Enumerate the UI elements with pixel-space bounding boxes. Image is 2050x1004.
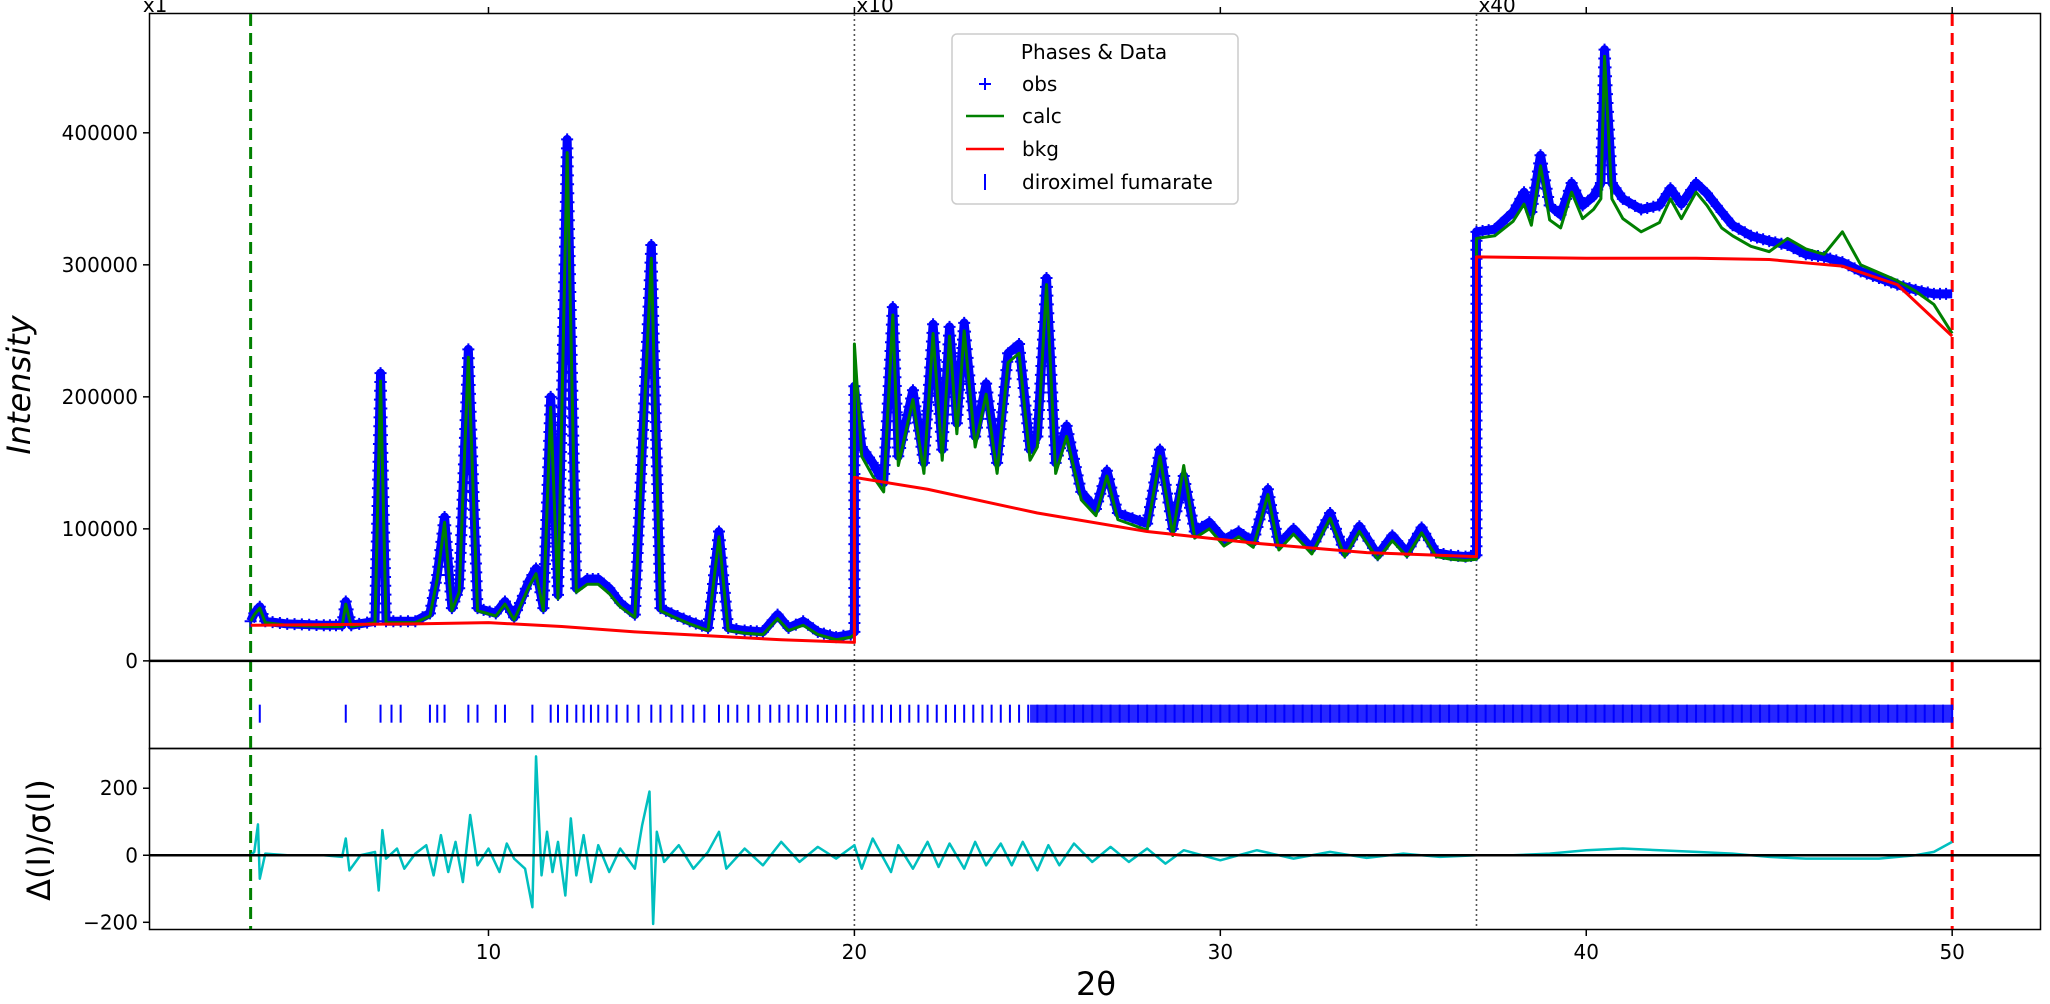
legend-box [951, 33, 1239, 205]
scale-label-x40: x40 [1478, 0, 1515, 17]
legend-title: Phases & Data [1021, 40, 1167, 64]
y-axis-label-intensity: Intensity [0, 314, 38, 454]
x-tick-label: 40 [1574, 940, 1599, 964]
reflection-tick-band [1030, 704, 1953, 723]
residual-panel-frame [148, 747, 2042, 931]
residual-y-tick-label: 0 [125, 843, 138, 867]
legend-label-bkg: bkg [1022, 137, 1059, 161]
calculated-line [249, 54, 1954, 642]
legend-entry-obs: obs [979, 72, 1057, 96]
background-line [250, 255, 1954, 644]
residual-line [249, 755, 1953, 926]
x-tick-label: 50 [1939, 940, 1964, 964]
legend-obs-marker [979, 78, 991, 90]
y-tick-label: 400000 [62, 121, 138, 145]
y-tick-label: 100000 [62, 517, 138, 541]
scale-label-x10: x10 [856, 0, 893, 17]
legend-label-phase: diroximel fumarate [1022, 170, 1213, 194]
legend: Phases & Data obs calc bkg diroximel fum… [951, 33, 1239, 205]
x-tick-label: 10 [476, 940, 501, 964]
legend-label-obs: obs [1022, 72, 1057, 96]
x-axis-label: 2θ [1076, 965, 1116, 1003]
legend-entry-bkg: bkg [966, 137, 1059, 161]
residual-y-tick-label: −200 [83, 910, 138, 934]
x-tick-label: 30 [1208, 940, 1233, 964]
legend-entry-phase: diroximel fumarate [984, 170, 1213, 194]
y-axis-label-residual: Δ(I)/σ(I) [20, 779, 58, 901]
legend-entry-calc: calc [966, 104, 1062, 128]
y-tick-label: 0 [125, 649, 138, 673]
legend-label-calc: calc [1022, 104, 1062, 128]
scale-label-x1: x1 [143, 0, 168, 17]
x-tick-label: 20 [842, 940, 867, 964]
residual-y-tick-label: 200 [100, 776, 138, 800]
y-tick-label: 200000 [62, 385, 138, 409]
y-tick-label: 300000 [62, 253, 138, 277]
